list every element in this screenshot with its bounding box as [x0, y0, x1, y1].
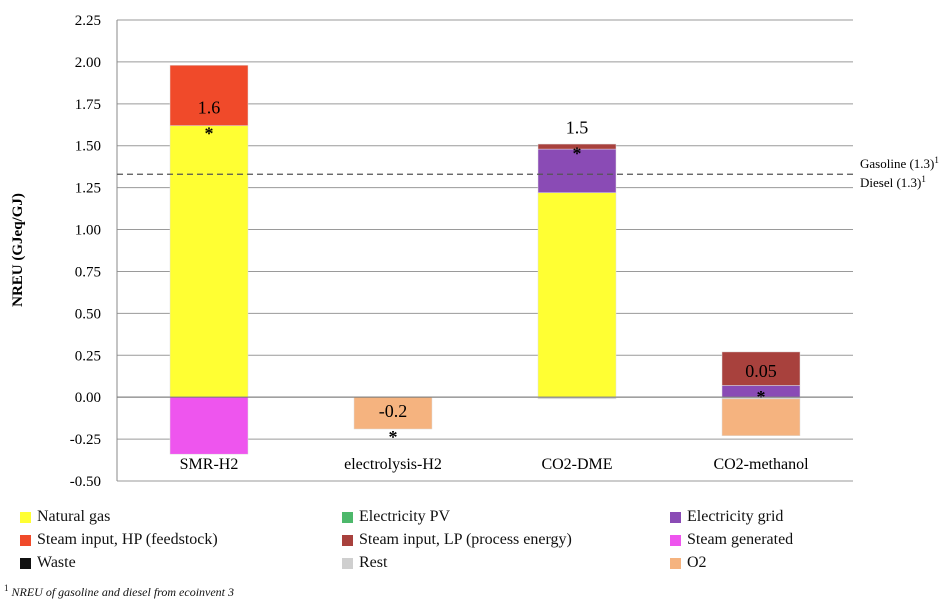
net-value-marker: *: [205, 124, 214, 144]
legend-label: Electricity grid: [687, 508, 784, 525]
legend-item: Electricity PV: [342, 508, 450, 526]
legend-swatch: [20, 534, 31, 546]
legend-item: Waste: [20, 554, 76, 572]
legend-swatch: [20, 557, 31, 569]
legend-item: Steam input, LP (process energy): [342, 531, 572, 549]
bar-segment: [537, 143, 617, 150]
legend-label: Rest: [359, 554, 388, 571]
legend-item: Electricity grid: [670, 508, 783, 526]
legend-swatch: [342, 557, 353, 569]
y-tick-label: -0.25: [70, 432, 101, 448]
y-tick-label: 0.75: [75, 264, 101, 280]
y-tick-label: 2.00: [75, 55, 101, 71]
y-tick-label: 0.25: [75, 348, 101, 364]
y-tick-label: 0.50: [75, 306, 101, 322]
legend: Natural gas Electricity PV Electricity gri…: [20, 508, 940, 583]
legend-item: Rest: [342, 554, 387, 572]
stacked-bar-chart: -0.50 -0.25 0.00 0.25 0.50 0.75 1.00 1.25 1.50 1.…: [10, 13, 939, 490]
x-tick-label: CO2-DME: [541, 456, 612, 473]
legend-item: Natural gas: [20, 508, 110, 526]
net-value-label: 0.05: [745, 361, 777, 381]
footnote-mark: 1: [4, 583, 9, 593]
legend-item: Steam generated: [670, 531, 793, 549]
reference-line-label: Gasoline (1.3)1: [860, 155, 939, 171]
x-tick-label: electrolysis-H2: [344, 456, 442, 473]
legend-label: Steam input, HP (feedstock): [37, 531, 218, 548]
legend-swatch: [342, 534, 353, 546]
y-tick-label: -0.50: [70, 474, 101, 490]
y-axis-label: NREU (GJeq/GJ): [10, 193, 26, 307]
net-value-label: 1.6: [198, 98, 221, 118]
legend-label: O2: [687, 554, 707, 571]
bar-segment: [169, 65, 249, 126]
bar-segment: [169, 125, 249, 398]
net-value-marker: *: [389, 427, 398, 447]
net-value-label: 1.5: [566, 118, 589, 138]
legend-label: Steam input, LP (process energy): [359, 531, 572, 548]
legend-label: Steam generated: [687, 531, 794, 548]
reference-line-label: Diesel (1.3)1: [860, 174, 926, 190]
bar-segment: [721, 351, 801, 386]
legend-swatch: [670, 534, 681, 546]
bar-segment: [721, 398, 801, 436]
legend-swatch: [670, 557, 681, 569]
y-tick-label: 1.00: [75, 223, 101, 239]
bars: [169, 65, 801, 455]
x-axis: SMR-H2 electrolysis-H2 CO2-DME CO2-methanol: [117, 396, 853, 473]
x-tick-label: SMR-H2: [180, 456, 239, 473]
legend-label: Waste: [37, 554, 76, 571]
legend-label: Natural gas: [37, 508, 111, 525]
bar-segment: [169, 396, 249, 455]
y-tick-label: 0.00: [75, 390, 101, 406]
net-value-marker: *: [573, 144, 582, 164]
legend-label: Electricity PV: [359, 508, 451, 525]
y-tick-label: 1.50: [75, 139, 101, 155]
legend-swatch: [342, 511, 353, 523]
y-tick-label: 2.25: [75, 13, 101, 29]
bar-segment: [537, 148, 617, 193]
legend-item: O2: [670, 554, 707, 572]
reference-footnote-mark: 1: [934, 155, 939, 165]
reference-footnote-mark: 1: [921, 174, 926, 184]
legend-swatch: [20, 511, 31, 523]
bar-segment: [537, 192, 617, 398]
bar-segment: [353, 396, 433, 430]
x-tick-label: CO2-methanol: [713, 456, 809, 473]
y-tick-label: 1.25: [75, 181, 101, 197]
y-axis: -0.50 -0.25 0.00 0.25 0.50 0.75 1.00 1.25 1.50 1.…: [70, 13, 118, 490]
reference-line: Gasoline (1.3)1 Diesel (1.3)1: [117, 155, 939, 190]
net-annotations: 1.6*-0.2*1.5*0.05*: [198, 98, 777, 447]
footnote: 1 NREU of gasoline and diesel from ecoin…: [4, 583, 234, 600]
footnote-text: NREU of gasoline and diesel from ecoinve…: [11, 585, 235, 599]
y-tick-label: 1.75: [75, 97, 101, 113]
legend-swatch: [670, 511, 681, 523]
net-value-label: -0.2: [379, 401, 408, 421]
legend-item: Steam input, HP (feedstock): [20, 531, 218, 549]
